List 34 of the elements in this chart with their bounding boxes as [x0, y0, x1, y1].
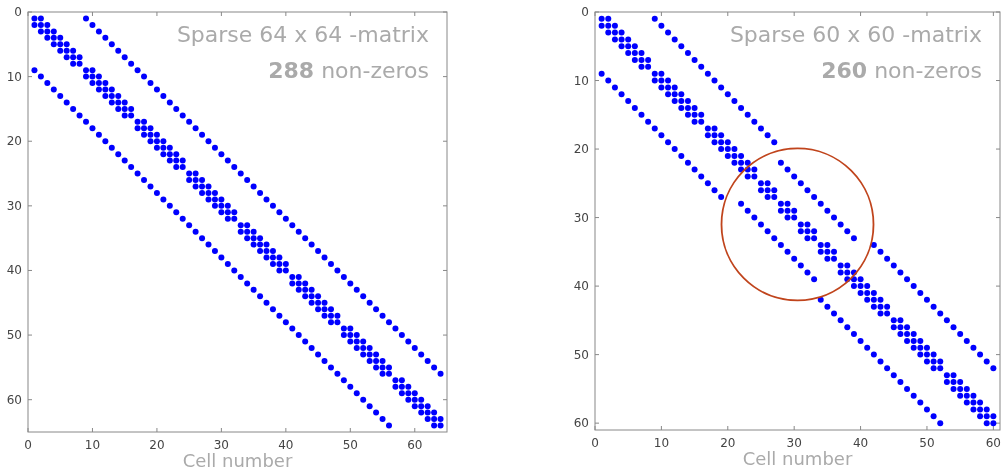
- text: Sparse 60 x 60 -matrix: [729, 22, 982, 47]
- y-tick-label: 10: [573, 73, 589, 88]
- x-tick-label: 30: [213, 438, 230, 452]
- x-tick-label: 50: [919, 436, 935, 450]
- x-tick-label: 40: [278, 438, 294, 452]
- y-tick-label: 20: [573, 142, 589, 157]
- x-axis-title: Cell number: [742, 448, 853, 467]
- x-axis-title: Cell number: [182, 450, 293, 467]
- y-tick-label: 60: [573, 416, 589, 431]
- text: 288 non-zeros: [268, 58, 429, 83]
- y-tick-label: 0: [581, 5, 589, 19]
- x-tick-label: 60: [985, 436, 1001, 450]
- y-tick-label: 10: [6, 69, 22, 84]
- x-tick-label: 0: [591, 436, 599, 450]
- x-tick-label: 10: [84, 438, 101, 452]
- y-tick-label: 30: [573, 210, 589, 225]
- x-tick-label: 40: [852, 436, 869, 450]
- x-tick-label: 0: [24, 438, 32, 452]
- x-tick-label: 50: [342, 438, 358, 452]
- y-tick-label: 50: [6, 328, 22, 343]
- text: 260 non-zeros: [821, 58, 982, 83]
- y-tick-label: 0: [14, 5, 22, 19]
- y-tick-label: 30: [6, 198, 22, 213]
- x-tick-label: 10: [653, 436, 670, 450]
- y-tick-label: 40: [6, 263, 22, 278]
- x-tick-label: 20: [720, 436, 736, 450]
- y-tick-label: 50: [573, 347, 589, 362]
- x-tick-label: 20: [149, 438, 165, 452]
- x-tick-label: 30: [786, 436, 802, 450]
- x-tick-label: 60: [407, 438, 423, 452]
- y-tick-label: 60: [6, 392, 22, 407]
- text: Sparse 64 x 64 -matrix: [176, 22, 429, 47]
- y-tick-label: 40: [573, 279, 589, 294]
- y-tick-label: 20: [6, 134, 22, 149]
